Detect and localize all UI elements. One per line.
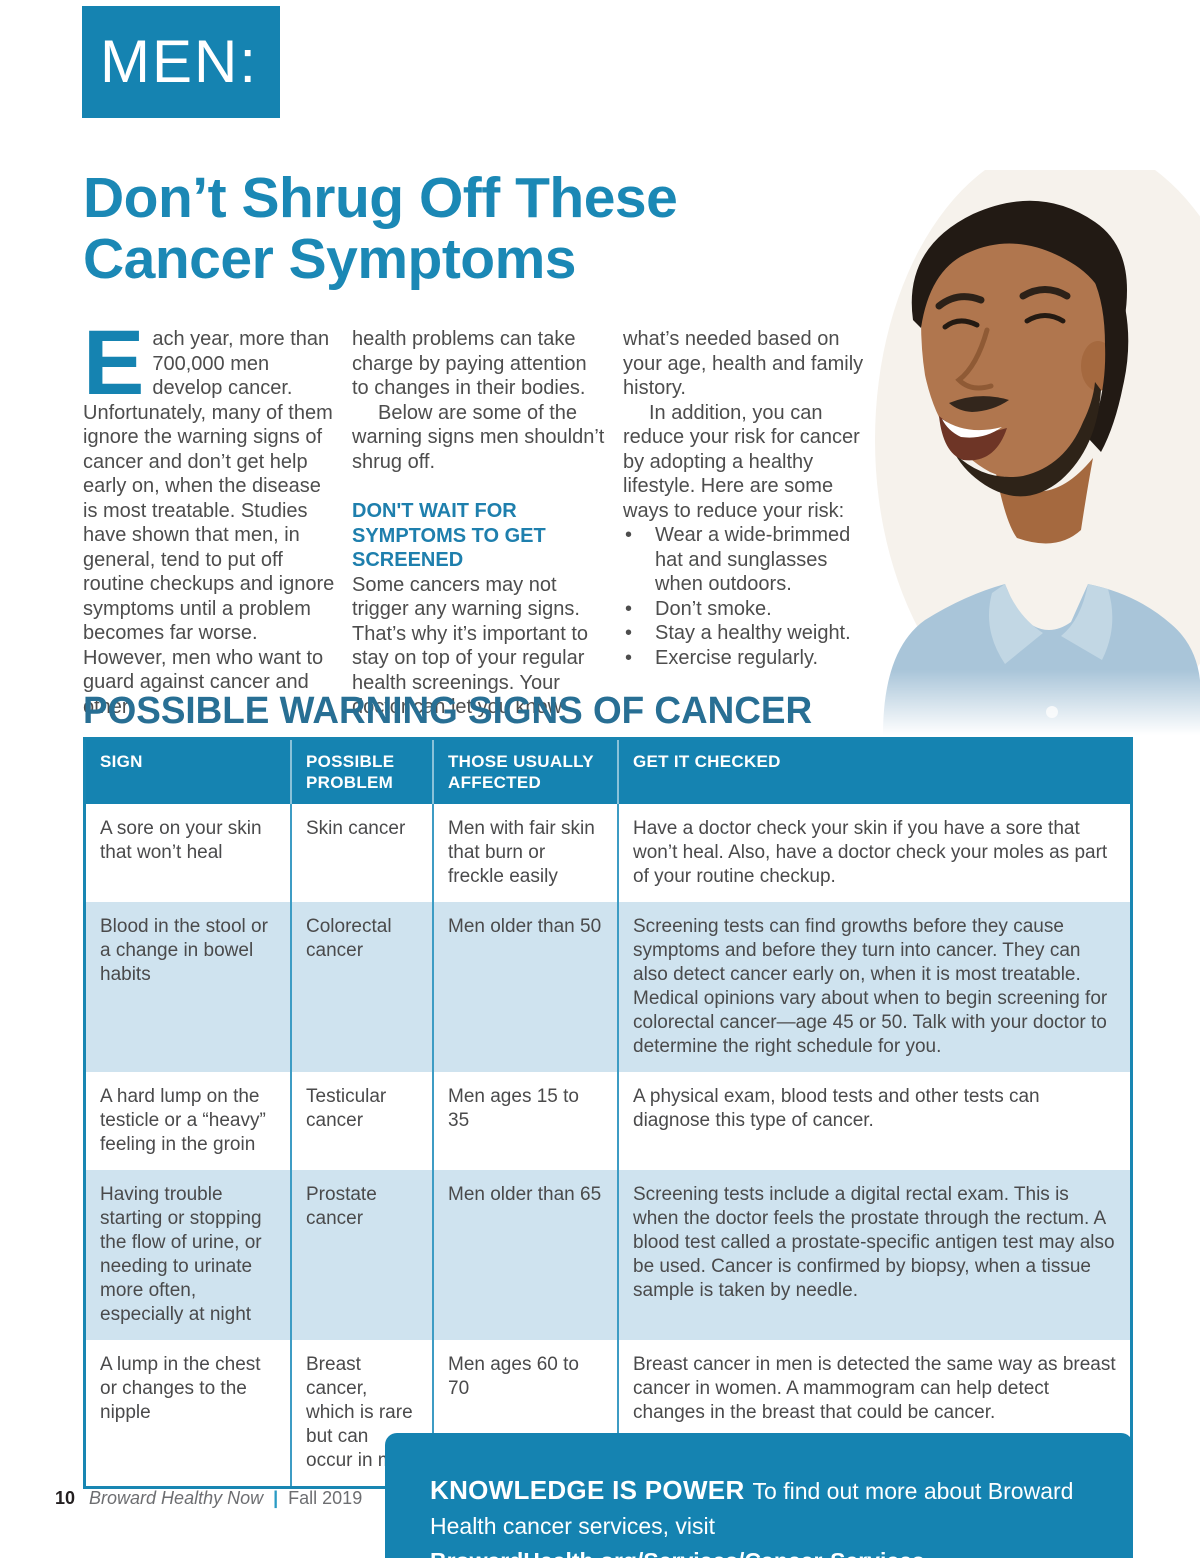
kicker-box: MEN: [82, 6, 280, 118]
kicker-label: MEN: [100, 28, 258, 95]
magazine-name: Broward Healthy Now [89, 1488, 264, 1508]
cell-checked: A physical exam, blood tests and other t… [633, 1086, 1040, 1131]
table-row: Having trouble starting or stopping the … [86, 1170, 1130, 1340]
column-header-affected: THOSE USUALLY AFFECTED [434, 740, 619, 804]
table-row: Blood in the stool or a change in bowel … [86, 902, 1130, 1072]
article-text: ach year, more than 700,000 men develop … [83, 328, 335, 718]
man-portrait-illustration [855, 140, 1200, 740]
bullet-icon: • [625, 597, 633, 620]
list-item-text: Wear a wide-brimmed hat and sunglasses w… [655, 524, 851, 595]
footer-divider: | [273, 1488, 279, 1508]
page-title: Don’t Shrug Off These Cancer Symptoms [83, 166, 678, 291]
page-number: 10 [55, 1488, 76, 1508]
article-paragraph: what’s needed based on your age, health … [623, 328, 864, 399]
table-header-row: SIGN POSSIBLE PROBLEM THOSE USUALLY AFFE… [86, 740, 1130, 804]
bullet-icon: • [625, 646, 633, 669]
column-subhead: DON'T WAIT FOR SYMPTOMS TO GET SCREENED [352, 500, 546, 571]
cell-affected: Men ages 15 to 35 [434, 1072, 619, 1170]
page-footer: 10 Broward Healthy Now | Fall 2019 [55, 1488, 362, 1509]
smiling-man-photo [855, 140, 1200, 740]
banner-body-text: To find out more about Broward Health ca… [430, 1478, 1074, 1539]
article-paragraph: health problems can take charge by payin… [352, 328, 587, 399]
column-header-checked: GET IT CHECKED [633, 752, 781, 771]
cell-problem: Prostate cancer [292, 1170, 434, 1340]
cell-problem: Skin cancer [292, 804, 434, 902]
cell-checked: Screening tests include a digital rectal… [633, 1184, 1115, 1301]
article-paragraph: Below are some of the warning signs men … [352, 401, 605, 473]
article-column-3: what’s needed based on your age, health … [623, 327, 877, 670]
cell-checked: Screening tests can find growths before … [633, 916, 1108, 1057]
banner-label: KNOWLEDGE IS POWER [430, 1475, 745, 1505]
cell-problem: Colorectal cancer [292, 902, 434, 1072]
cell-affected: Men older than 50 [434, 902, 619, 1072]
list-item: • Don’t smoke. [623, 597, 877, 622]
article-paragraph: In addition, you can reduce your risk fo… [623, 401, 860, 522]
cell-checked: Breast cancer in men is detected the sam… [633, 1354, 1116, 1423]
list-item-text: Exercise regularly. [655, 646, 819, 669]
article-column-2: health problems can take charge by payin… [352, 327, 606, 720]
cell-affected: Men older than 65 [434, 1170, 619, 1340]
list-item: • Stay a healthy weight. [623, 621, 877, 646]
table-row: A sore on your skin that won’t heal Skin… [86, 804, 1130, 902]
table-row: A hard lump on the testicle or a “heavy”… [86, 1072, 1130, 1170]
column-header-problem: POSSIBLE PROBLEM [292, 740, 434, 804]
cell-sign: Blood in the stool or a change in bowel … [86, 902, 292, 1072]
cell-sign: A lump in the chest or changes to the ni… [86, 1340, 292, 1486]
cell-affected: Men ages 60 to 70 [434, 1340, 619, 1486]
banner-url-link[interactable]: BrowardHealth.org/Services/Cancer-Servic… [430, 1548, 925, 1558]
cell-sign: Having trouble starting or stopping the … [86, 1170, 292, 1340]
cell-affected: Men with fair skin that burn or freckle … [434, 804, 619, 902]
cell-problem: Testicular cancer [292, 1072, 434, 1170]
cell-checked: Have a doctor check your skin if you hav… [633, 818, 1108, 887]
banner-text: KNOWLEDGE IS POWER To find out more about… [430, 1473, 1088, 1558]
cell-sign: A sore on your skin that won’t heal [86, 804, 292, 902]
banner-suffix: . [925, 1548, 931, 1558]
article-paragraph: Some cancers may not trigger any warning… [352, 573, 589, 719]
warning-signs-table: SIGN POSSIBLE PROBLEM THOSE USUALLY AFFE… [83, 737, 1133, 1489]
bullet-icon: • [625, 524, 633, 546]
knowledge-banner: KNOWLEDGE IS POWER To find out more about… [385, 1433, 1133, 1558]
drop-cap: E [83, 312, 145, 414]
table-row: A lump in the chest or changes to the ni… [86, 1340, 1130, 1486]
bullet-icon: • [625, 622, 633, 644]
list-item: • Wear a wide-brimmed hat and sunglasses… [623, 523, 877, 597]
list-item: • Exercise regularly. [623, 646, 877, 671]
list-item-text: Don’t smoke. [655, 597, 772, 620]
issue-season: Fall 2019 [288, 1488, 363, 1508]
list-item-text: Stay a healthy weight. [655, 622, 851, 644]
cell-sign: A hard lump on the testicle or a “heavy”… [86, 1072, 292, 1170]
section-heading: POSSIBLE WARNING SIGNS OF CANCER [83, 690, 813, 732]
column-header-sign: SIGN [86, 740, 292, 804]
